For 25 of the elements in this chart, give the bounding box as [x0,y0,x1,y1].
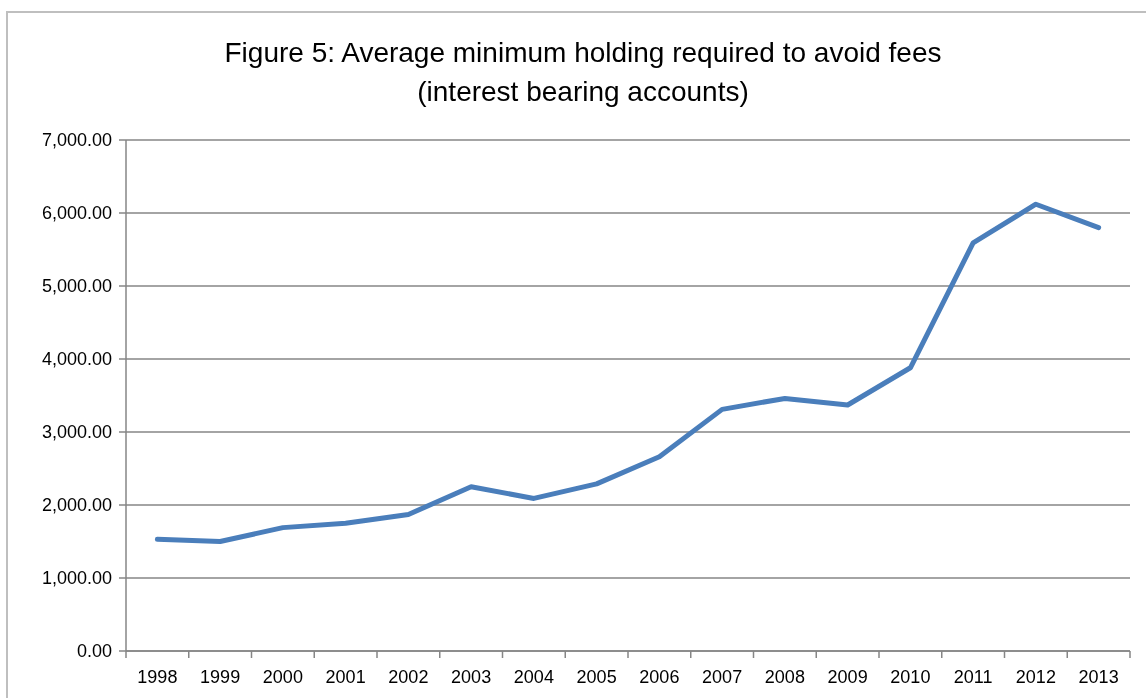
y-tick-label: 6,000.00 [41,203,112,224]
chart-title: Figure 5: Average minimum holding required to avoid fees (interest bearing accounts) [224,37,942,107]
x-tick-label: 2009 [827,667,868,687]
x-tick-label: 2003 [451,667,492,687]
x-tick-label: 2012 [1015,667,1056,687]
y-tick-label: 5,000.00 [41,276,112,297]
x-tick-label: 2005 [576,667,617,687]
x-tick-label: 1998 [137,667,178,687]
y-tick-label: 7,000.00 [41,130,112,151]
x-tick-label: 2001 [325,667,366,687]
y-tick-label: 4,000.00 [41,349,112,370]
x-tick-label: 2000 [262,667,303,687]
y-tick-label: 3,000.00 [41,422,112,443]
x-tick-label: 2011 [953,667,993,687]
x-tick-label: 2007 [702,667,743,687]
x-tick-label: 1999 [200,667,241,687]
x-tick-label: 2013 [1078,667,1119,687]
x-tick-label: 2006 [639,667,680,687]
y-tick-label: 0.00 [76,641,112,662]
y-tick-label: 1,000.00 [41,568,112,589]
x-tick-label: 2002 [388,667,429,687]
x-tick-label: 2010 [890,667,931,687]
x-tick-label: 2008 [764,667,805,687]
y-tick-label: 2,000.00 [41,495,112,516]
x-tick-label: 2004 [513,667,554,687]
